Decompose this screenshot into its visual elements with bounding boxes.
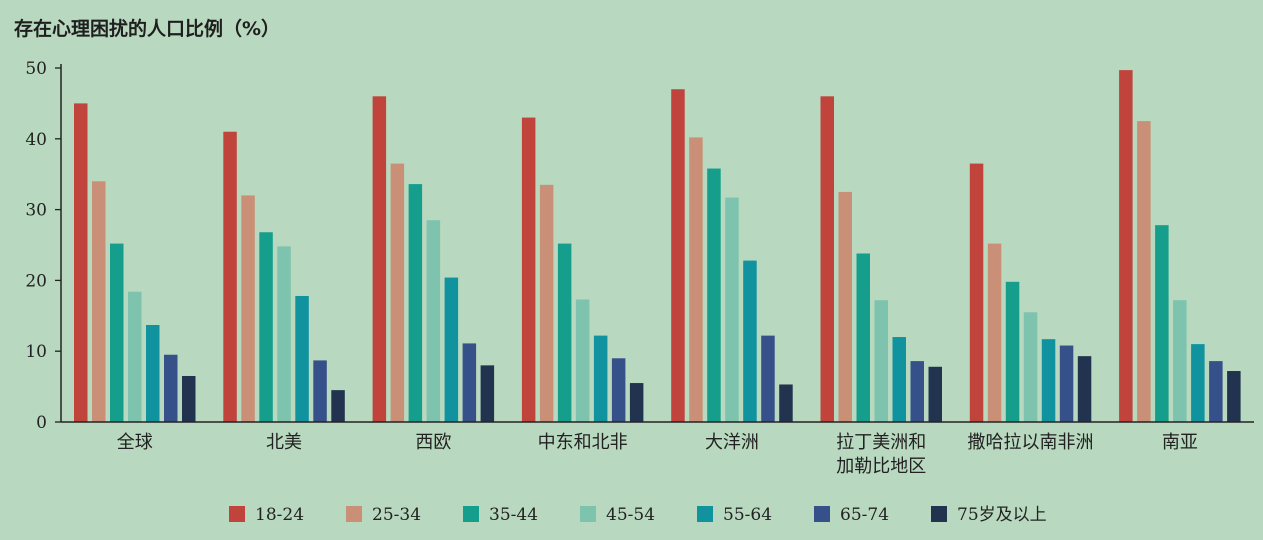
- bar: [74, 103, 88, 423]
- y-tick-label: 40: [25, 130, 47, 150]
- bar: [593, 335, 608, 422]
- y-axis-ticks: 0 10 20 30 40 50: [25, 59, 61, 433]
- bar: [390, 163, 405, 422]
- legend-label: 45-54: [606, 505, 655, 525]
- bar: [575, 299, 590, 422]
- bar: [1227, 371, 1241, 422]
- bar: [331, 390, 345, 422]
- bar: [671, 89, 685, 423]
- legend: 18-24 25-34 35-44 45-54 55-64 65-74 75岁及以上: [229, 505, 1047, 525]
- bar: [462, 343, 477, 422]
- legend-swatch: [346, 506, 362, 522]
- bar: [480, 365, 495, 422]
- bar: [557, 243, 572, 422]
- category-label: 西欧: [415, 432, 451, 453]
- bar: [689, 137, 703, 422]
- bar: [725, 197, 739, 422]
- y-tick-label: 10: [25, 342, 47, 362]
- bar: [426, 220, 441, 422]
- legend-swatch: [580, 506, 596, 522]
- bar: [1155, 225, 1169, 422]
- bar: [629, 383, 644, 422]
- bar: [969, 163, 984, 422]
- category-label: 大洋洲: [705, 432, 759, 453]
- bar: [128, 291, 142, 422]
- bar: [182, 375, 196, 422]
- y-tick-label: 20: [25, 271, 47, 291]
- legend-swatch: [697, 506, 713, 522]
- bar: [223, 131, 237, 422]
- bar: [1209, 361, 1223, 422]
- bar: [295, 295, 309, 422]
- y-tick-label: 30: [25, 201, 47, 221]
- bar: [892, 337, 906, 422]
- y-tick-label: 50: [25, 59, 47, 79]
- bar: [539, 184, 554, 422]
- bars: [74, 70, 1241, 423]
- legend-label: 35-44: [489, 505, 538, 525]
- bar: [1173, 300, 1187, 422]
- bar: [820, 96, 834, 422]
- legend-swatch: [229, 506, 245, 522]
- y-tick-label: 0: [36, 413, 47, 433]
- bar: [1119, 70, 1133, 423]
- bar: [444, 277, 459, 422]
- legend-label: 18-24: [255, 505, 304, 525]
- bar: [146, 325, 160, 422]
- legend-label: 75岁及以上: [957, 505, 1047, 525]
- axes: [60, 64, 1254, 423]
- legend-label: 65-74: [840, 505, 889, 525]
- bar: [838, 191, 852, 422]
- bar: [313, 360, 327, 422]
- category-label: 加勒比地区: [836, 456, 926, 477]
- bar: [164, 354, 178, 422]
- legend-label: 25-34: [372, 505, 421, 525]
- category-label: 北美: [266, 432, 302, 453]
- chart-title: 存在心理困扰的人口比例（%）: [14, 17, 280, 40]
- legend-swatch: [463, 506, 479, 522]
- legend-swatch: [931, 506, 947, 522]
- bar: [92, 181, 106, 422]
- bar: [761, 335, 775, 422]
- bar: [1041, 339, 1056, 422]
- bar: [1137, 121, 1151, 422]
- bar: [856, 253, 870, 422]
- bar: [277, 246, 291, 422]
- bar: [259, 232, 273, 422]
- bar: [1077, 356, 1092, 422]
- bar: [241, 195, 255, 422]
- category-label: 中东和北非: [538, 432, 628, 453]
- category-label: 拉丁美洲和: [836, 432, 926, 453]
- bar: [910, 361, 924, 422]
- category-label: 全球: [117, 432, 153, 453]
- legend-label: 55-64: [723, 505, 772, 525]
- bar: [611, 358, 626, 422]
- bar: [521, 117, 536, 422]
- category-label: 南亚: [1162, 432, 1198, 453]
- bar: [707, 168, 721, 422]
- bar: [1005, 281, 1020, 422]
- bar: [372, 96, 387, 422]
- bar: [987, 243, 1002, 422]
- bar: [1023, 312, 1038, 422]
- bar: [408, 184, 423, 422]
- bar: [874, 300, 888, 422]
- bar: [779, 384, 793, 422]
- bar: [928, 366, 942, 422]
- bar: [110, 243, 124, 422]
- bar: [743, 260, 757, 422]
- bar: [1059, 345, 1074, 422]
- category-label: 撒哈拉以南非洲: [968, 432, 1094, 453]
- bar: [1191, 344, 1205, 422]
- legend-swatch: [814, 506, 830, 522]
